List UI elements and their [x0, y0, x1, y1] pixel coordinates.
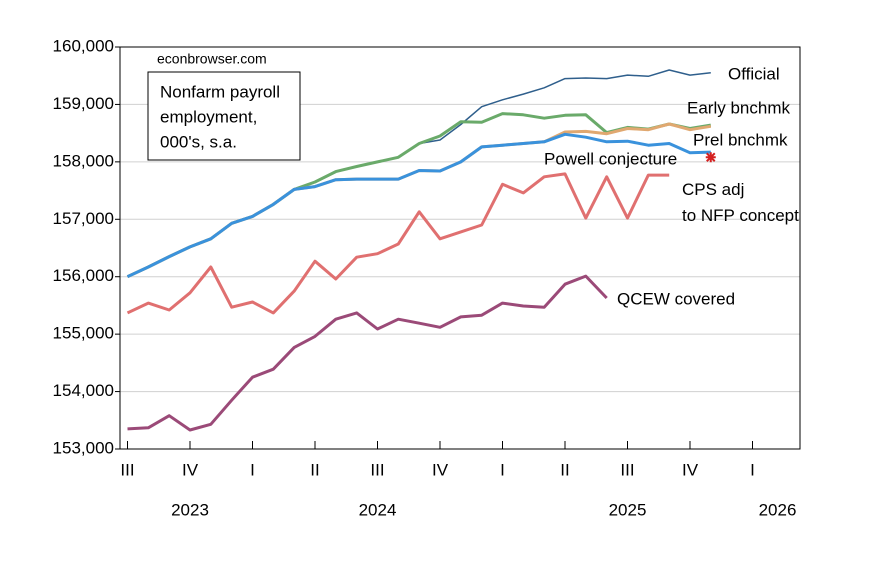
y-tick-label: 157,000	[53, 209, 114, 228]
y-tick-label: 158,000	[53, 151, 114, 170]
series-label: Early bnchmk	[687, 98, 790, 117]
year-label: 2023	[171, 500, 209, 519]
y-tick-label: 159,000	[53, 94, 114, 113]
point-marker	[705, 152, 716, 163]
x-tick-label: IV	[432, 460, 449, 479]
x-tick-label: II	[310, 460, 319, 479]
x-tick-label: II	[560, 460, 569, 479]
x-tick-label: I	[250, 460, 255, 479]
source-label: econbrowser.com	[157, 51, 267, 67]
series-label: CPS adj to NFP concept	[682, 180, 799, 225]
y-tick-label: 160,000	[53, 36, 114, 55]
series-line	[127, 274, 608, 432]
series-line	[126, 132, 711, 279]
annotation-box	[147, 71, 301, 161]
series-label-line: CPS adj	[682, 180, 744, 199]
series-label: QCEW covered	[617, 289, 735, 308]
series-label: Prel bnchmk	[693, 130, 788, 149]
series-label-line: to NFP concept	[682, 206, 799, 225]
year-label: 2024	[359, 500, 397, 519]
annotation-line: 000's, s.a.	[160, 132, 237, 151]
x-tick-label: I	[750, 460, 755, 479]
x-tick-label: IV	[682, 460, 699, 479]
x-tick-label: III	[370, 460, 384, 479]
annotation-line: Nonfarm payroll	[160, 82, 280, 101]
y-tick-label: 156,000	[53, 266, 114, 285]
series-label: Official	[728, 64, 780, 83]
y-tick-label: 154,000	[53, 381, 114, 400]
y-tick-label: 155,000	[53, 324, 114, 343]
x-tick-label: I	[500, 460, 505, 479]
series-line	[126, 172, 670, 315]
annotation-line: employment,	[160, 107, 257, 126]
year-label: 2025	[609, 500, 647, 519]
x-tick-label: IV	[182, 460, 199, 479]
y-tick-label: 153,000	[53, 438, 114, 457]
plot-frame	[119, 46, 801, 450]
year-label: 2026	[759, 500, 797, 519]
x-tick-label: III	[120, 460, 134, 479]
series-label: Powell conjecture	[544, 149, 677, 168]
x-tick-label: III	[620, 460, 634, 479]
